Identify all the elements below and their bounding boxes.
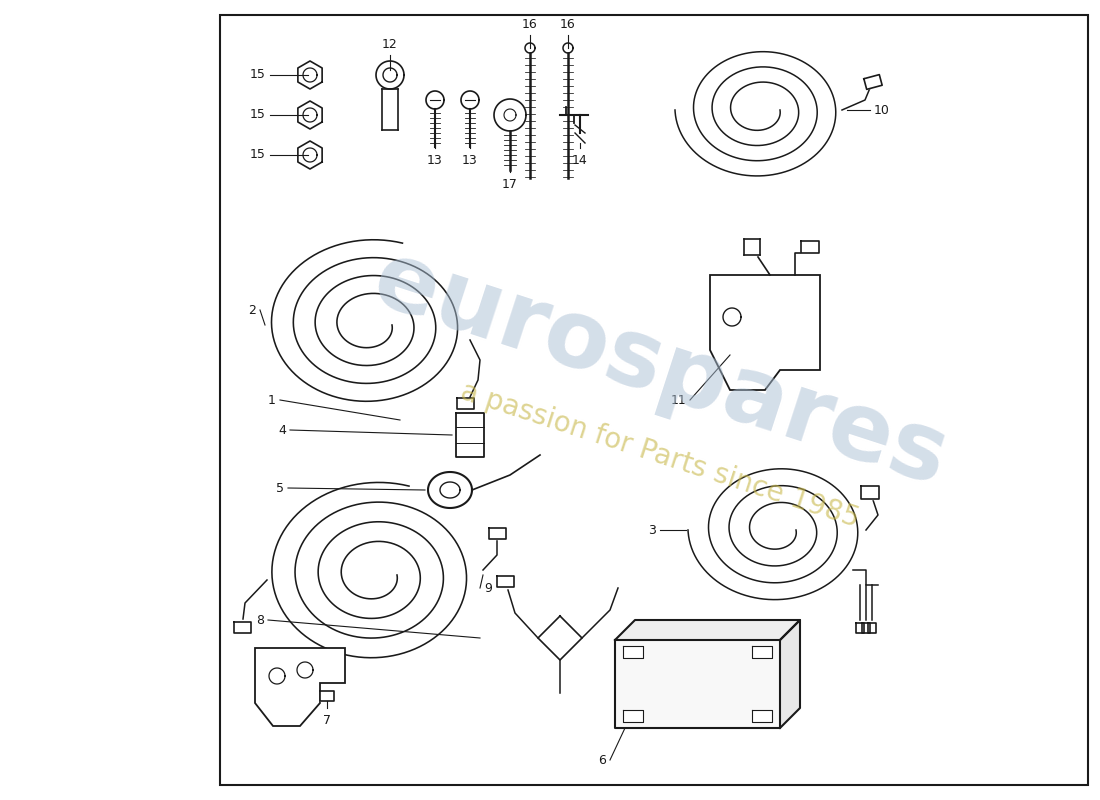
Text: 10: 10 — [874, 103, 890, 117]
Text: a passion for Parts since 1985: a passion for Parts since 1985 — [458, 377, 862, 533]
Polygon shape — [255, 648, 345, 726]
Text: 2: 2 — [249, 303, 256, 317]
Polygon shape — [862, 623, 870, 633]
Polygon shape — [615, 640, 780, 728]
Polygon shape — [525, 43, 535, 53]
Polygon shape — [780, 620, 800, 728]
Text: 3: 3 — [648, 523, 656, 537]
Polygon shape — [623, 646, 643, 658]
Text: 16: 16 — [560, 18, 576, 31]
Text: 16: 16 — [522, 18, 538, 31]
Polygon shape — [456, 398, 473, 409]
Polygon shape — [298, 101, 322, 129]
Text: 11: 11 — [670, 394, 686, 406]
Text: 17: 17 — [502, 178, 518, 191]
Text: 13: 13 — [462, 154, 477, 167]
Polygon shape — [623, 710, 643, 722]
Polygon shape — [461, 91, 478, 109]
Polygon shape — [298, 141, 322, 169]
Text: 5: 5 — [276, 482, 284, 494]
Text: 4: 4 — [278, 423, 286, 437]
Text: eurospares: eurospares — [362, 234, 958, 506]
Polygon shape — [320, 691, 334, 701]
Polygon shape — [426, 91, 444, 109]
Text: 7: 7 — [323, 714, 331, 727]
Polygon shape — [376, 61, 404, 89]
Polygon shape — [456, 413, 484, 457]
Polygon shape — [864, 74, 882, 90]
Polygon shape — [615, 620, 800, 640]
Text: 14: 14 — [572, 154, 587, 167]
Text: 6: 6 — [598, 754, 606, 766]
Polygon shape — [563, 43, 573, 53]
Text: 15: 15 — [250, 109, 266, 122]
Text: 15: 15 — [250, 69, 266, 82]
Text: 13: 13 — [427, 154, 443, 167]
Polygon shape — [868, 623, 876, 633]
Polygon shape — [861, 486, 879, 498]
Polygon shape — [710, 275, 820, 390]
Polygon shape — [496, 575, 514, 586]
Text: 1: 1 — [268, 394, 276, 406]
Polygon shape — [856, 623, 864, 633]
Polygon shape — [233, 622, 251, 633]
Text: 8: 8 — [256, 614, 264, 626]
Polygon shape — [538, 616, 582, 660]
Text: 12: 12 — [382, 38, 398, 51]
Bar — [220, 15, 1088, 785]
Text: 15: 15 — [250, 149, 266, 162]
Polygon shape — [801, 241, 820, 253]
Polygon shape — [494, 99, 526, 131]
Text: 9: 9 — [484, 582, 492, 594]
Polygon shape — [488, 527, 506, 538]
Polygon shape — [752, 710, 772, 722]
Polygon shape — [298, 61, 322, 89]
Polygon shape — [752, 646, 772, 658]
